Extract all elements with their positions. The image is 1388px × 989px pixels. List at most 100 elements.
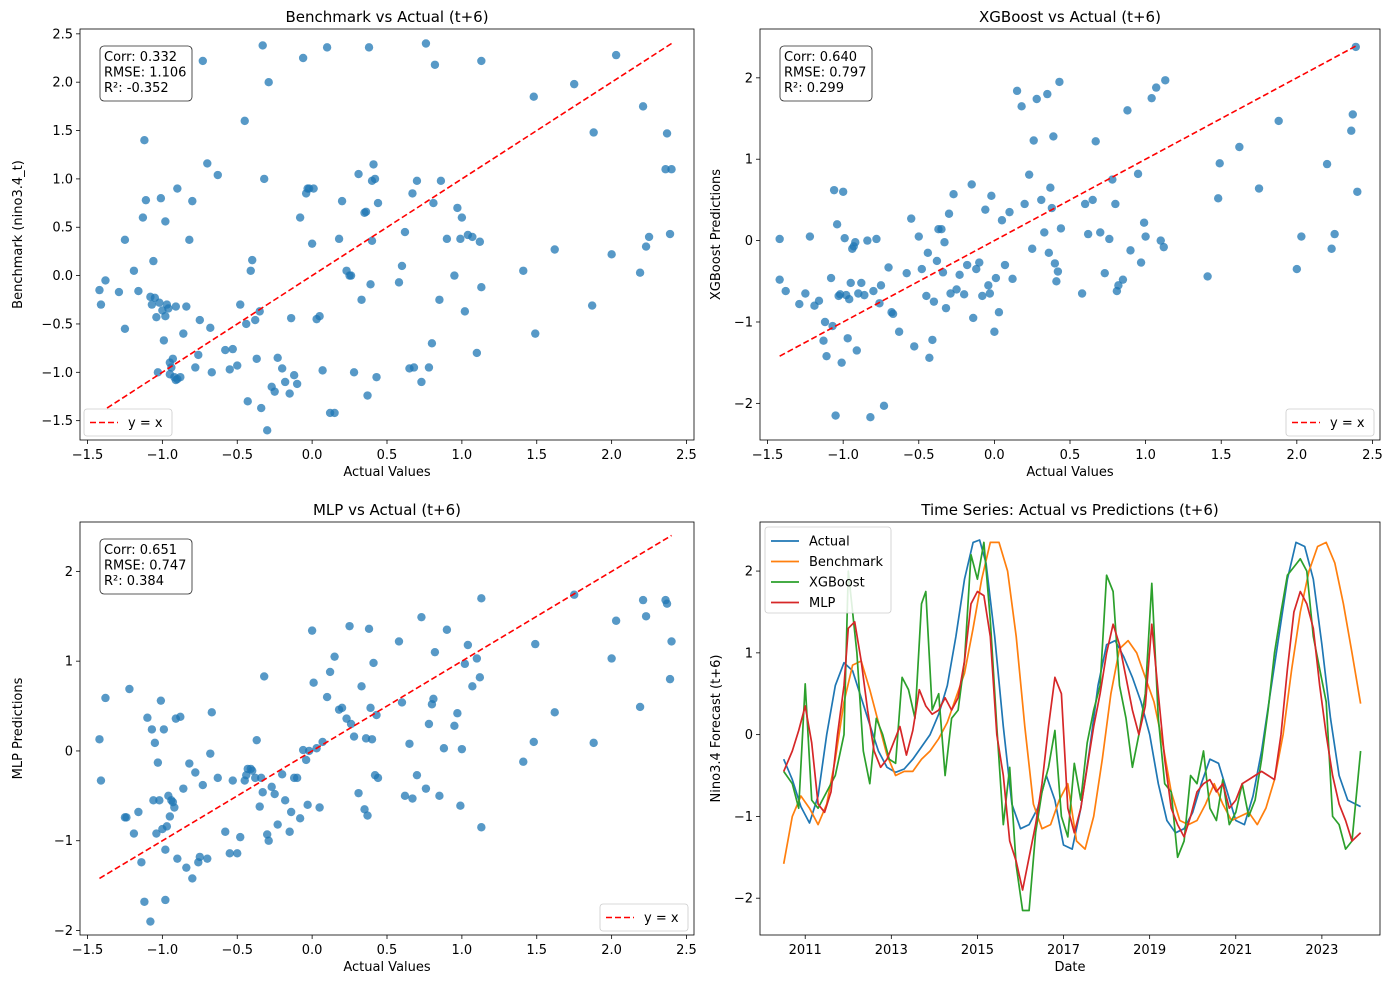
stats-line: Corr: 0.651	[104, 543, 177, 558]
data-point	[262, 830, 272, 839]
data-point	[367, 735, 377, 744]
data-point	[1020, 199, 1029, 209]
data-point	[337, 196, 347, 206]
data-point	[477, 283, 486, 292]
data-point	[638, 595, 648, 605]
data-point	[285, 389, 294, 398]
data-point	[949, 190, 958, 199]
data-point	[354, 169, 363, 179]
data-point	[635, 702, 645, 712]
data-point	[397, 261, 407, 271]
data-point	[370, 174, 380, 184]
data-point	[303, 800, 312, 810]
data-point	[1147, 93, 1156, 103]
data-point	[1024, 170, 1034, 179]
data-point	[264, 77, 273, 87]
data-point	[397, 698, 407, 707]
data-point	[96, 776, 106, 785]
data-point	[152, 312, 161, 322]
data-point	[334, 234, 344, 244]
data-point	[879, 401, 889, 411]
data-point	[665, 674, 675, 684]
data-point	[531, 639, 540, 649]
chart-panel-3: MLP vs Actual (t+6) −1.5 −1.0 −0.5 0.0 0.5 1.0…	[11, 501, 697, 975]
data-point	[188, 196, 197, 206]
data-point	[233, 849, 242, 858]
data-point	[531, 329, 540, 338]
y-axis-label: XGBoost Predictions	[709, 169, 724, 300]
data-point	[242, 770, 251, 780]
data-point	[453, 203, 462, 213]
data-point	[159, 725, 169, 734]
data-point	[357, 682, 366, 691]
data-point	[928, 335, 937, 345]
data-point	[820, 317, 830, 327]
data-point	[635, 268, 645, 277]
data-point	[1088, 195, 1097, 205]
data-point	[150, 738, 160, 748]
data-point	[1118, 275, 1128, 284]
data-point	[962, 260, 972, 270]
data-point	[134, 807, 143, 817]
data-point	[421, 39, 431, 48]
data-point	[206, 749, 215, 758]
reference-line-y-equals-x	[99, 534, 672, 880]
data-point	[301, 755, 311, 765]
data-point	[427, 339, 437, 348]
data-point	[922, 291, 931, 301]
y-tick-label: 0.0	[52, 269, 73, 284]
data-point	[1139, 218, 1149, 227]
data-point	[1136, 258, 1146, 267]
x-tick-label: 2011	[789, 943, 822, 958]
data-point	[831, 411, 840, 420]
data-point	[292, 379, 302, 389]
data-point	[795, 299, 804, 309]
data-point	[364, 43, 374, 52]
data-point	[164, 304, 173, 313]
data-point	[236, 832, 245, 842]
data-point	[394, 637, 404, 646]
data-point	[120, 324, 130, 333]
x-tick-label: 2.5	[676, 448, 697, 463]
data-point	[826, 273, 836, 283]
data-point	[661, 165, 670, 174]
legend-box	[1285, 408, 1375, 437]
data-point	[884, 263, 893, 272]
data-point	[258, 41, 267, 50]
data-point	[529, 737, 538, 747]
data-point	[228, 344, 237, 354]
data-point	[1012, 86, 1022, 96]
data-point	[155, 796, 164, 805]
data-point	[430, 60, 440, 69]
data-point	[468, 682, 477, 691]
x-tick-label: −1.0	[147, 448, 179, 463]
data-point	[1348, 110, 1357, 119]
x-tick-label: 1.0	[1135, 448, 1156, 463]
data-point	[888, 309, 898, 319]
data-point	[236, 300, 245, 309]
y-tick-label: 2	[65, 565, 73, 580]
plot-area	[95, 534, 676, 926]
series-line-mlp	[782, 590, 1362, 891]
x-axis-label: Actual Values	[343, 465, 431, 480]
data-point	[1322, 159, 1332, 169]
data-point	[975, 258, 984, 267]
stats-line: RMSE: 0.747	[104, 559, 186, 574]
data-point	[450, 721, 459, 731]
data-point	[203, 159, 212, 168]
data-point	[141, 195, 151, 205]
data-point	[363, 391, 372, 400]
x-tick-label: −0.5	[221, 943, 253, 958]
x-tick-label: −1.5	[72, 448, 104, 463]
data-point	[246, 266, 255, 275]
data-point	[851, 238, 860, 247]
x-tick-label: 1.0	[452, 943, 473, 958]
data-point	[937, 225, 946, 234]
data-point	[1111, 199, 1120, 209]
data-point	[373, 198, 383, 208]
data-point	[641, 242, 651, 251]
data-point	[805, 232, 815, 241]
data-point	[430, 647, 440, 657]
data-point	[156, 194, 166, 203]
y-tick-label: 0.5	[52, 221, 73, 236]
